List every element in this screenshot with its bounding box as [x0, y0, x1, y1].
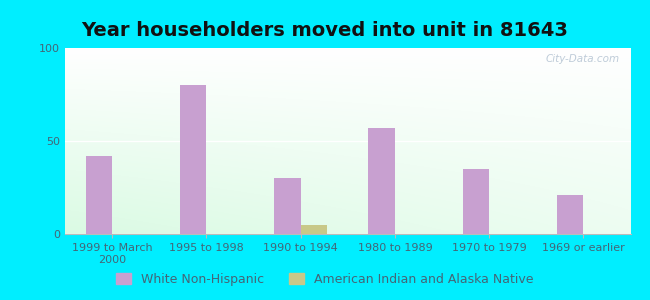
Text: Year householders moved into unit in 81643: Year householders moved into unit in 816…	[81, 21, 569, 40]
Text: City-Data.com: City-Data.com	[545, 54, 619, 64]
Bar	[369, 128, 395, 234]
Bar	[463, 169, 489, 234]
Bar	[86, 156, 112, 234]
Bar	[274, 178, 300, 234]
Legend: White Non-Hispanic, American Indian and Alaska Native: White Non-Hispanic, American Indian and …	[111, 268, 539, 291]
Bar	[557, 195, 584, 234]
Bar	[300, 225, 327, 234]
Bar	[180, 85, 207, 234]
